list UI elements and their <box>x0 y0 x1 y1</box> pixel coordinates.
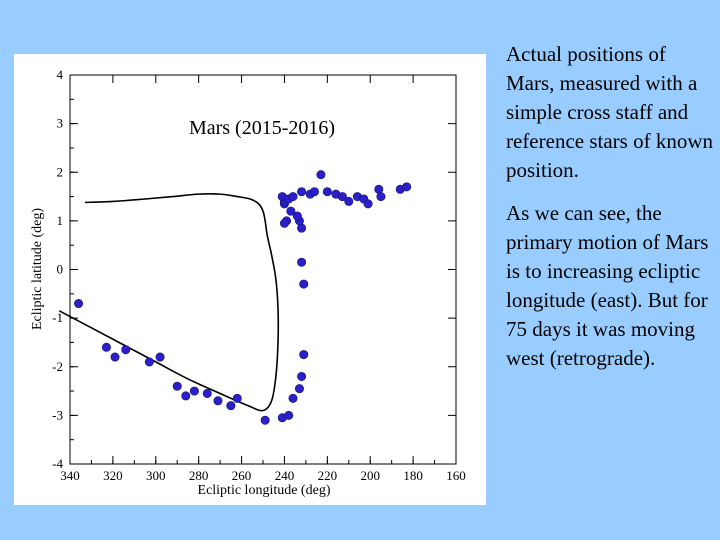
x-tick-label: 280 <box>189 468 209 483</box>
x-tick-label: 200 <box>360 468 380 483</box>
y-tick-label: 0 <box>57 262 64 277</box>
data-point <box>260 415 270 425</box>
x-tick-label: 300 <box>146 468 166 483</box>
data-point <box>288 192 298 202</box>
data-point <box>202 388 212 398</box>
axis-ticks: 340 320 300 280 260 240 220 200 180 160 4 3 2 1 0 -1 -2 -… <box>52 67 466 483</box>
y-tick-label: -1 <box>52 310 63 325</box>
data-point <box>189 386 199 396</box>
x-tick-label: 160 <box>446 468 466 483</box>
data-point <box>74 299 84 309</box>
data-point <box>294 384 304 394</box>
data-point <box>226 401 236 411</box>
data-point <box>322 187 332 197</box>
y-tick-label: 1 <box>57 213 64 228</box>
data-point <box>172 381 182 391</box>
x-tick-label: 180 <box>403 468 423 483</box>
data-point <box>232 393 242 403</box>
data-point <box>316 170 326 180</box>
data-point <box>297 371 307 381</box>
x-tick-label: 340 <box>60 468 80 483</box>
data-points-layer <box>74 170 412 425</box>
side-text: Actual positions of Mars, measured with … <box>506 40 716 387</box>
data-point <box>299 279 309 289</box>
y-tick-label: -4 <box>52 456 63 471</box>
data-point <box>297 187 307 197</box>
data-point <box>284 410 294 420</box>
chart-title: Mars (2015-2016) <box>189 117 335 139</box>
data-point <box>402 182 412 192</box>
data-point <box>213 396 223 406</box>
data-point <box>344 196 354 206</box>
fit-curve-layer <box>58 193 280 412</box>
x-tick-label: 260 <box>232 468 252 483</box>
x-axis-title: Ecliptic longitude (deg) <box>198 483 331 498</box>
data-point <box>376 192 386 202</box>
data-point <box>181 391 191 401</box>
y-axis-title: Ecliptic latitude (deg) <box>30 208 45 330</box>
x-tick-label: 240 <box>275 468 295 483</box>
y-tick-label: 4 <box>57 67 64 82</box>
data-point <box>337 192 347 202</box>
fit-curve <box>58 193 280 412</box>
data-point <box>279 218 289 228</box>
mars-chart: Mars (2015-2016) Ecliptic longitude (deg… <box>30 67 466 498</box>
data-point <box>363 199 373 209</box>
data-point <box>286 206 296 216</box>
data-point <box>144 357 154 367</box>
data-point <box>110 352 120 362</box>
data-point <box>155 352 165 362</box>
data-point <box>299 350 309 360</box>
x-tick-label: 320 <box>103 468 123 483</box>
data-point <box>292 211 302 221</box>
x-tick-label: 220 <box>318 468 338 483</box>
y-tick-label: -2 <box>52 359 63 374</box>
data-point <box>297 257 307 267</box>
data-point <box>309 187 319 197</box>
y-tick-label: -3 <box>52 407 63 422</box>
data-point <box>288 393 298 403</box>
description-paragraph-1: Actual positions of Mars, measured with … <box>506 42 713 182</box>
y-tick-label: 2 <box>57 164 64 179</box>
data-point <box>101 342 111 352</box>
description-paragraph-2: As we can see, the primary motion of Mar… <box>506 201 709 370</box>
data-point <box>121 345 131 355</box>
plot-panel: Mars (2015-2016) Ecliptic longitude (deg… <box>14 54 486 505</box>
y-tick-label: 3 <box>57 116 64 131</box>
